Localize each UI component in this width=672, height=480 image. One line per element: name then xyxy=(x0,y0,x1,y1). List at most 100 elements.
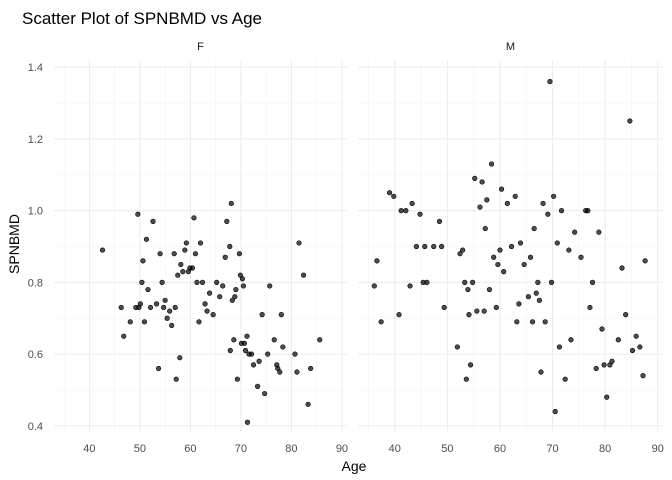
data-point xyxy=(431,243,437,250)
data-point xyxy=(178,261,184,268)
data-point xyxy=(596,229,602,235)
data-point xyxy=(512,193,518,199)
y-tick-label: 1.2 xyxy=(28,134,43,146)
data-point xyxy=(593,365,599,372)
data-point xyxy=(556,344,563,350)
data-point xyxy=(439,243,445,250)
data-point xyxy=(403,208,409,214)
data-point xyxy=(396,312,402,318)
data-point xyxy=(578,254,584,260)
data-point xyxy=(629,347,636,354)
data-point xyxy=(589,279,596,285)
data-point xyxy=(305,401,311,407)
data-point xyxy=(463,376,469,382)
data-point xyxy=(192,251,199,257)
data-point xyxy=(391,193,397,199)
data-point xyxy=(135,211,141,217)
data-point xyxy=(145,286,151,293)
data-point xyxy=(180,269,186,275)
data-point xyxy=(256,358,262,364)
data-point xyxy=(214,279,220,285)
data-point xyxy=(477,204,483,210)
data-point xyxy=(265,351,271,357)
data-point xyxy=(157,251,163,257)
y-tick-label: 1.0 xyxy=(28,206,43,218)
data-point xyxy=(177,355,183,361)
data-point xyxy=(538,369,544,375)
data-point xyxy=(278,312,284,318)
data-point xyxy=(601,362,607,368)
data-point xyxy=(552,408,558,415)
data-point xyxy=(604,394,610,400)
data-point xyxy=(495,261,501,268)
y-tick-label: 0.6 xyxy=(28,349,43,361)
data-point xyxy=(599,326,605,332)
data-point xyxy=(250,362,257,368)
data-point xyxy=(228,200,234,207)
data-point xyxy=(169,322,175,329)
data-point xyxy=(422,243,428,250)
data-point xyxy=(413,243,419,250)
data-point xyxy=(137,301,143,307)
data-point xyxy=(640,373,646,379)
data-point xyxy=(371,283,377,289)
data-point xyxy=(153,301,160,307)
data-point xyxy=(240,283,247,289)
data-point xyxy=(551,193,557,199)
x-tick-label: 80 xyxy=(285,443,297,455)
facet-strip-label: F xyxy=(197,41,204,53)
data-point xyxy=(529,319,536,325)
data-point xyxy=(244,419,251,425)
data-point xyxy=(244,333,250,339)
data-point xyxy=(454,344,460,350)
x-tick-label: 90 xyxy=(336,443,348,455)
data-point xyxy=(99,247,106,253)
facet-panel-m: M 40 50 60 70 80 90 xyxy=(358,41,664,455)
data-point xyxy=(562,376,568,382)
data-point xyxy=(548,279,555,285)
data-point xyxy=(491,254,497,260)
x-tick-label: 60 xyxy=(494,443,506,455)
data-point xyxy=(220,283,226,289)
x-tick-label: 50 xyxy=(441,443,453,455)
data-point xyxy=(227,243,233,250)
data-point xyxy=(378,319,384,325)
data-point xyxy=(210,312,216,318)
data-point xyxy=(516,301,522,307)
x-tick-label: 50 xyxy=(134,443,146,455)
data-point xyxy=(409,200,415,207)
data-point xyxy=(460,247,466,253)
data-point xyxy=(189,265,196,271)
data-point xyxy=(206,290,213,296)
data-point xyxy=(147,304,154,311)
data-point xyxy=(175,272,181,278)
data-point xyxy=(140,258,146,264)
data-point xyxy=(232,294,238,300)
x-tick-label: 70 xyxy=(235,443,247,455)
data-point xyxy=(558,208,565,214)
data-point xyxy=(191,215,197,221)
data-point xyxy=(300,272,307,278)
data-point xyxy=(234,376,240,382)
data-point xyxy=(470,279,476,285)
data-point xyxy=(161,304,167,311)
data-point xyxy=(467,362,474,368)
data-point xyxy=(167,308,173,314)
data-point xyxy=(229,297,235,303)
data-point xyxy=(474,308,480,314)
y-tick-label: 0.8 xyxy=(28,277,43,289)
data-point xyxy=(202,301,208,307)
data-point xyxy=(542,319,548,325)
data-point xyxy=(386,190,393,196)
y-tick-label: 0.4 xyxy=(28,421,43,433)
data-point xyxy=(609,358,615,364)
data-point xyxy=(127,319,133,325)
x-axis-title: Age xyxy=(342,458,367,474)
data-point xyxy=(535,279,541,285)
data-point xyxy=(271,337,277,343)
data-point xyxy=(436,218,443,224)
data-point xyxy=(150,218,156,224)
data-point xyxy=(545,211,551,217)
data-point xyxy=(155,365,162,372)
